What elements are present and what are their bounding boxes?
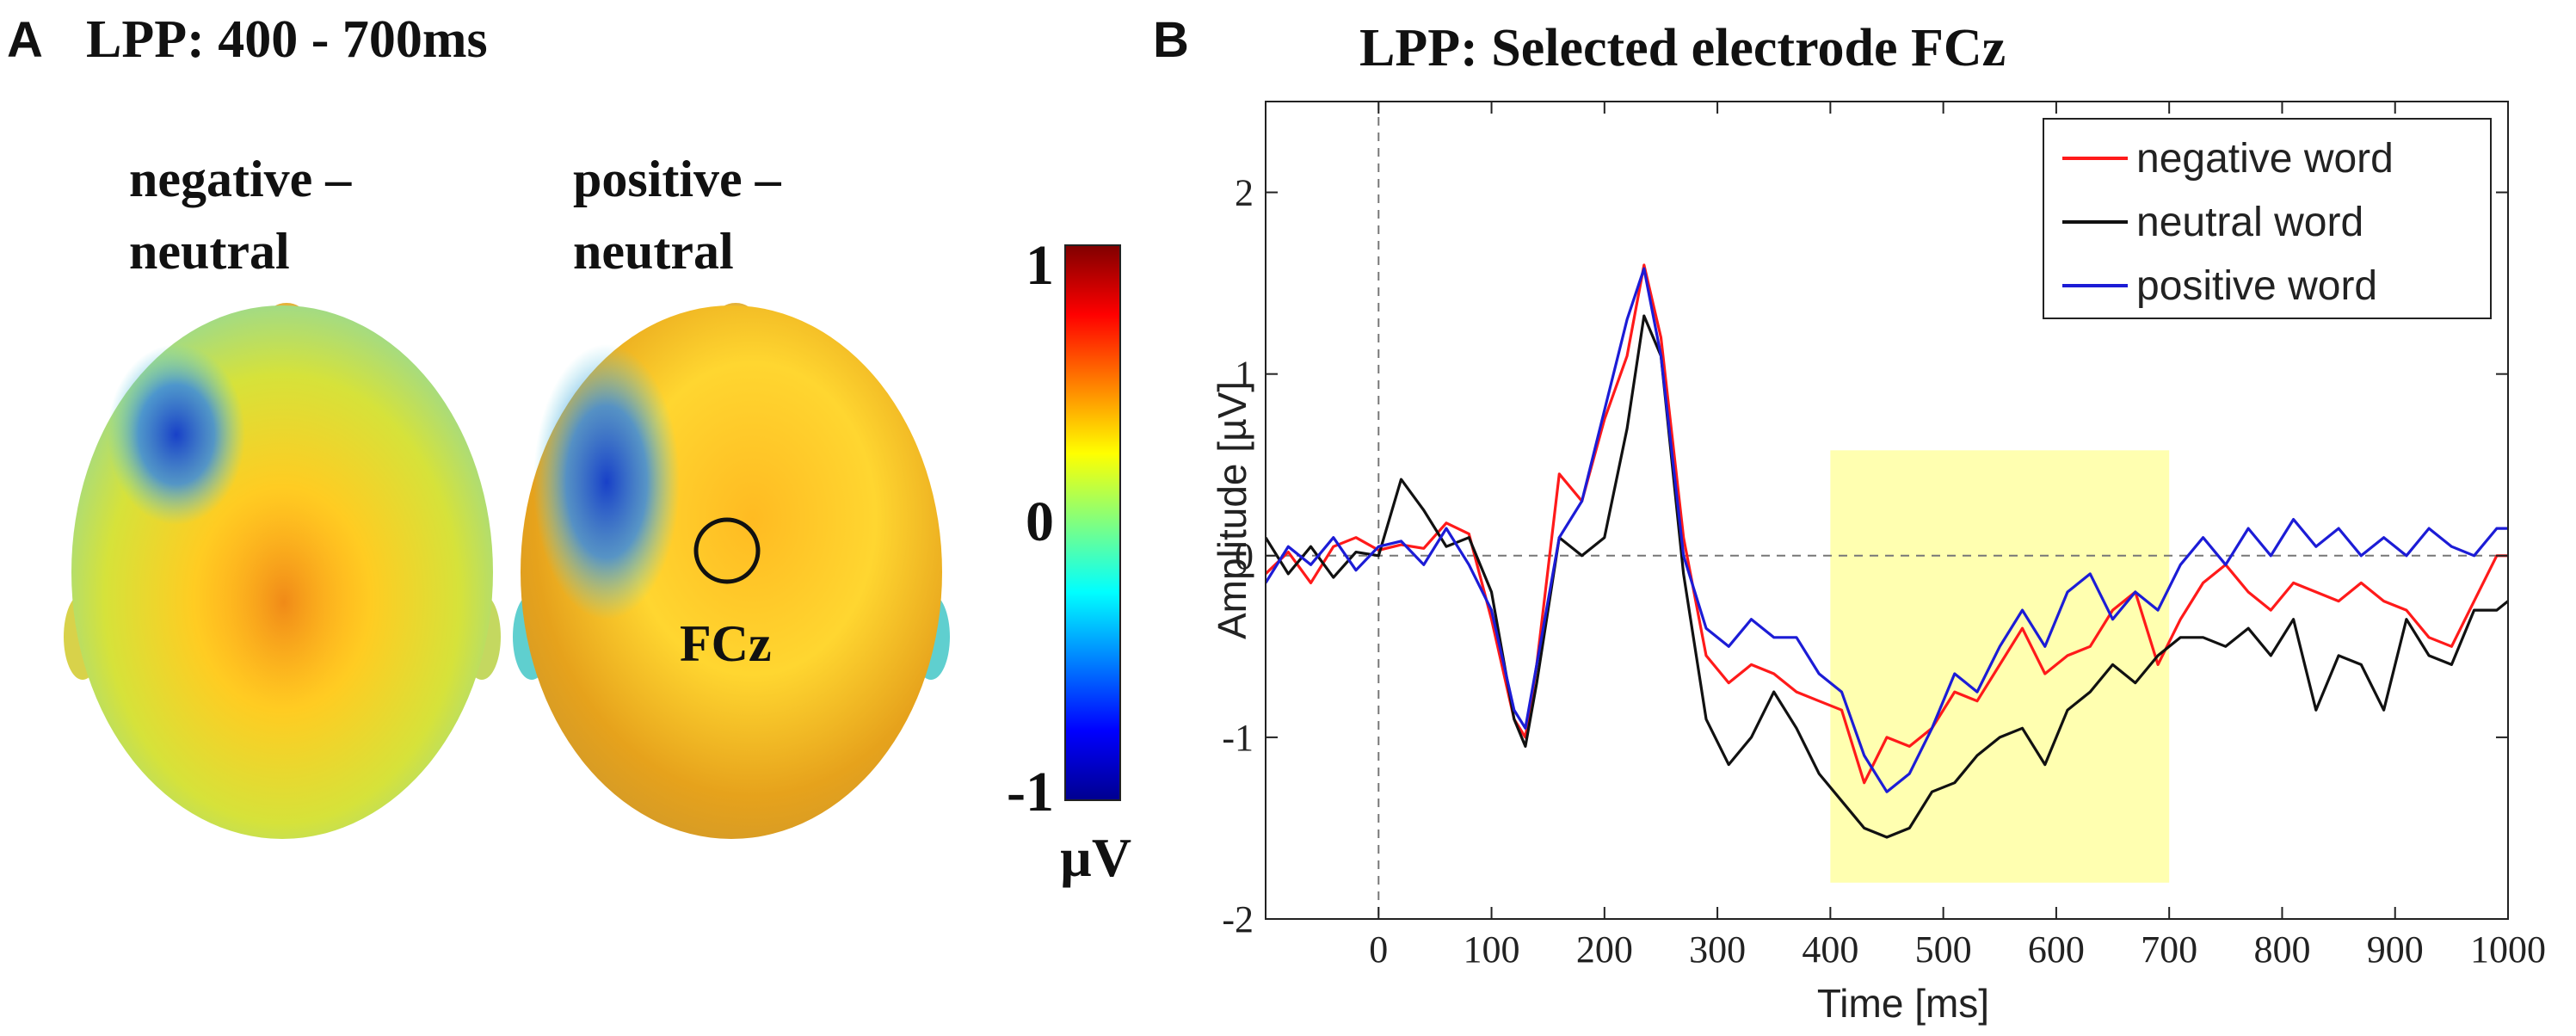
legend-label: negative word [2136,136,2394,182]
reference-lines [1266,102,2508,919]
colorbar-unit: µV [1060,827,1131,888]
x-tick-label: 1000 [2470,928,2546,971]
x-axis-label: Time [ms] [1817,981,1989,1026]
series-line-2 [1266,314,2508,839]
x-tick-label: 0 [1369,928,1388,971]
x-tick-label: 800 [2253,928,2310,971]
series-line-1 [1266,263,2508,785]
erp-chart: 0 100 200 300 400 500 600 700 800 900 1000-2-1012 … [1210,101,2546,1026]
x-tick-label: 700 [2141,928,2197,971]
y-tick-label: 0 [1235,535,1254,577]
x-tick-label: 600 [2028,928,2085,971]
y-tick-label: 1 [1235,354,1254,396]
x-tick-label: 500 [1915,928,1972,971]
y-tick-label: 2 [1235,172,1254,214]
map2-label-line1: positive – [573,151,782,207]
map1-label-line2: neutral [129,223,290,280]
panel-b-letter: B [1153,12,1189,68]
topomap-positive-neutral: FCz [513,303,950,839]
series-line-3 [1266,267,2508,793]
legend-label: neutral word [2136,200,2363,245]
topomap-negative-neutral [64,303,501,839]
colorbar-min-label: -1 [1007,761,1054,823]
panel-a-title: LPP: 400 - 700ms [86,10,488,69]
colorbar-max-label: 1 [1026,234,1054,297]
x-tick-label: 900 [2367,928,2424,971]
map1-label-line1: negative – [129,151,352,207]
panel-b-title: LPP: Selected electrode FCz [1359,19,2006,77]
y-tick-label: -1 [1222,717,1254,759]
x-tick-label: 300 [1689,928,1746,971]
series-layer [1266,263,2508,839]
y-tick-label: -2 [1222,898,1254,940]
colorbar-gradient-bar [1064,244,1121,801]
panel-a-letter: A [7,12,43,68]
map2-label-line2: neutral [573,223,734,280]
legend: negative word neutral word positive word [2043,118,2492,319]
plot-frame [1265,101,2509,920]
colorbar: 1 0 -1 µV [1007,234,1131,888]
fcz-electrode-label: FCz [680,615,772,672]
head1-positive-region [219,499,348,706]
fcz-electrode-marker [693,517,761,584]
head2-negative-region [533,344,680,620]
x-tick-label: 100 [1464,928,1520,971]
y-axis-label: Amplitude [µV] [1210,381,1254,639]
x-tick-label: 400 [1802,928,1858,971]
ticks-layer: 0 100 200 300 400 500 600 700 800 900 1000 -2 -1 0 1 2 [1222,102,2546,971]
x-tick-label: 200 [1576,928,1633,971]
legend-label: positive word [2136,263,2377,309]
head1-negative-region [108,344,245,525]
colorbar-mid-label: 0 [1026,490,1054,553]
